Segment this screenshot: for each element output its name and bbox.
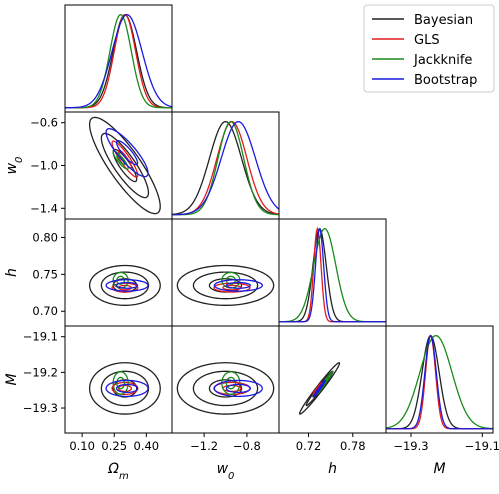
panel-M-M: −19.3 −19.1 xyxy=(385,325,499,453)
contour-w0-M-bayesian-3 xyxy=(176,362,275,415)
contour-om-w0-bayesian-2 xyxy=(100,132,150,199)
contour-w0-M-bayesian-2 xyxy=(192,370,259,407)
contour-w0-h-bayesian-2 xyxy=(192,271,259,300)
contour-om-h-bayesian-2 xyxy=(100,271,150,300)
panel-w0-h xyxy=(171,218,280,327)
axis-title-y-w0: w0 xyxy=(4,157,25,175)
axis-title-x-h: h xyxy=(328,461,337,477)
axis-title-y-M: M xyxy=(4,373,20,385)
panel-frame xyxy=(64,4,173,113)
ytick-label-h: 0.80 xyxy=(32,230,58,244)
ytick-label-h: 0.70 xyxy=(32,304,58,318)
axis-title-y-h: h xyxy=(4,268,20,277)
legend-label-bootstrap: Bootstrap xyxy=(414,73,477,88)
marginal-w0-gls xyxy=(172,120,279,216)
xtick-label-om: 0.10 xyxy=(69,439,95,453)
panel-w0-w0 xyxy=(171,111,280,220)
contour-om-h-bayesian-3 xyxy=(88,264,161,306)
xtick-label-M: −19.3 xyxy=(393,439,428,453)
xtick-label-h: 0.72 xyxy=(296,439,322,453)
marginal-M-jackknife xyxy=(386,334,493,430)
xtick-label-w0: −0.8 xyxy=(233,439,261,453)
marginal-om-jackknife xyxy=(65,14,172,109)
marginal-M-bayesian xyxy=(386,334,493,430)
xtick-label-w0: −1.2 xyxy=(190,439,218,453)
marginal-om-bootstrap xyxy=(65,14,172,109)
contour-w0-h-jackknife-2 xyxy=(221,271,241,289)
legend-label-jackknife: Jackknife xyxy=(413,53,472,68)
legend-label-bayesian: Bayesian xyxy=(414,13,473,28)
contour-h-M-bootstrap-2 xyxy=(313,379,326,398)
xtick-label-om: 0.40 xyxy=(134,439,160,453)
marginal-w0-bootstrap xyxy=(172,120,279,216)
ytick-label-h: 0.75 xyxy=(32,267,58,281)
marginal-M-gls xyxy=(386,334,493,430)
marginal-h-bayesian xyxy=(279,228,386,323)
contour-om-h-bootstrap-1 xyxy=(115,281,139,289)
legend-frame xyxy=(363,4,495,93)
contour-om-M-bootstrap-1 xyxy=(115,383,139,394)
xtick-label-h: 0.78 xyxy=(340,439,366,453)
contour-om-M-gls-2 xyxy=(111,381,139,396)
contour-om-w0-bootstrap-1 xyxy=(115,140,139,166)
ytick-label-M: −19.2 xyxy=(23,365,58,379)
marginal-h-bootstrap xyxy=(279,228,386,323)
marginal-w0-bayesian xyxy=(172,120,279,216)
axis-title-x-om: Ωm xyxy=(107,461,129,482)
xtick-label-M: −19.1 xyxy=(465,439,499,453)
panel-frame xyxy=(278,325,387,434)
panel-h-M: 0.72 0.78 xyxy=(278,325,387,453)
panel-frame xyxy=(385,325,494,434)
ytick-label-w0: −1.4 xyxy=(30,201,58,215)
contour-om-h-jackknife-2 xyxy=(112,271,129,289)
contour-om-w0-bootstrap-2 xyxy=(105,128,149,178)
panel-w0-M: −1.2 −0.8 xyxy=(171,325,280,453)
ytick-label-w0: −0.6 xyxy=(30,116,58,130)
marginal-M-bootstrap xyxy=(386,334,493,430)
axis-title-x-M: M xyxy=(433,461,445,477)
contour-om-M-bootstrap-2 xyxy=(105,379,149,398)
contour-w0-M-bootstrap-2 xyxy=(213,379,263,398)
contour-om-w0-jackknife-2 xyxy=(112,150,129,170)
contour-om-M-bayesian-2 xyxy=(100,370,150,407)
legend-label-gls: GLS xyxy=(414,33,440,48)
panel-om-M: −19.3 −19.2 −19.1 0.10 0.25 0.40 xyxy=(23,325,173,453)
contour-h-M-bayesian-3 xyxy=(299,362,341,415)
marginal-w0-jackknife xyxy=(172,120,279,216)
contour-w0-M-bootstrap-1 xyxy=(225,383,251,394)
legend: Bayesian GLS Jackknife Bootstrap xyxy=(363,4,495,93)
ytick-label-w0: −1.0 xyxy=(30,159,58,173)
contour-w0-h-bayesian-3 xyxy=(176,264,275,306)
panel-om-w0: −1.4 −1.0 −0.6 xyxy=(30,111,173,220)
xtick-label-om: 0.25 xyxy=(101,439,127,453)
contour-om-M-jackknife-1 xyxy=(116,376,126,390)
contour-w0-h-bootstrap-1 xyxy=(225,281,251,289)
ytick-label-M: −19.1 xyxy=(23,330,58,344)
axis-title-x-w0: w0 xyxy=(217,461,235,482)
panel-om-om xyxy=(64,4,173,113)
panel-h-h xyxy=(278,218,387,327)
contour-w0-M-jackknife-1 xyxy=(225,376,236,390)
corner-panels: −1.4 −1.0 −0.6 0.70 0.75 0.80 −19.3 −19.2 −19.1 0… xyxy=(4,4,499,482)
contour-om-w0-bayesian-3 xyxy=(88,116,161,215)
contour-w0-h-bootstrap-2 xyxy=(213,279,263,292)
panel-om-h: 0.70 0.75 0.80 xyxy=(32,218,173,327)
contour-om-M-bayesian-3 xyxy=(88,362,161,415)
contour-om-w0-gls-2 xyxy=(111,140,139,178)
ytick-label-M: −19.3 xyxy=(23,401,58,415)
contour-om-h-bootstrap-2 xyxy=(105,279,149,292)
